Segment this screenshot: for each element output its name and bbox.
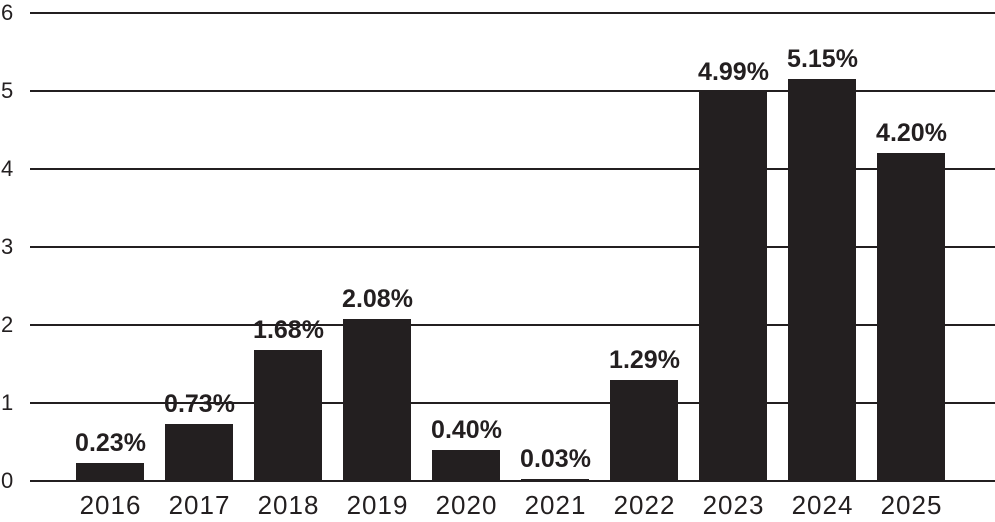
x-tick-label: 2016 <box>79 490 142 520</box>
bar-2025 <box>877 153 945 481</box>
gridline <box>30 12 995 14</box>
bar-slot: 4.20% 2025 <box>867 13 956 520</box>
bar-2019 <box>343 319 411 481</box>
gridline <box>30 324 995 326</box>
y-tick-label: 1 <box>1 390 14 415</box>
y-tick-label: 0 <box>1 468 14 493</box>
gridline <box>30 480 995 482</box>
plot-area: 0.23% 2016 0.73% 2017 1.68% 2018 2.08% 2019 0.40… <box>66 13 956 520</box>
x-tick-label: 2024 <box>791 490 854 520</box>
bar-2021 <box>521 479 589 481</box>
y-tick-label: 3 <box>1 234 14 259</box>
bar-value-label: 2.08% <box>342 285 413 313</box>
bar-2017 <box>165 424 233 481</box>
gridline <box>30 246 995 248</box>
bar-slot: 5.15% 2024 <box>778 13 867 520</box>
bar-value-label: 4.20% <box>876 119 947 147</box>
x-tick-label: 2023 <box>702 490 765 520</box>
bar-value-label: 1.68% <box>253 316 324 344</box>
bar-value-label: 5.15% <box>787 45 858 73</box>
bar-slot: 4.99% 2023 <box>689 13 778 520</box>
x-tick-label: 2018 <box>257 490 320 520</box>
bar-slot: 0.23% 2016 <box>66 13 155 520</box>
y-tick-label: 5 <box>1 78 14 103</box>
bar-value-label: 0.03% <box>520 445 591 473</box>
bar-slot: 1.29% 2022 <box>600 13 689 520</box>
bar-2022 <box>610 380 678 481</box>
bar-slot: 0.03% 2021 <box>511 13 600 520</box>
bar-slot: 0.40% 2020 <box>422 13 511 520</box>
gridline <box>30 168 995 170</box>
bar-value-label: 0.23% <box>75 429 146 457</box>
bar-value-label: 4.99% <box>698 58 769 86</box>
x-tick-label: 2025 <box>880 490 943 520</box>
y-tick-label: 6 <box>1 0 14 25</box>
x-tick-label: 2019 <box>346 490 409 520</box>
x-tick-label: 2022 <box>613 490 676 520</box>
x-tick-label: 2017 <box>168 490 231 520</box>
y-tick-label: 2 <box>1 312 14 337</box>
bar-2018 <box>254 350 322 481</box>
gridline <box>30 90 995 92</box>
y-tick-label: 4 <box>1 156 14 181</box>
bar-2020 <box>432 450 500 481</box>
bar-value-label: 0.40% <box>431 416 502 444</box>
bar-slot: 0.73% 2017 <box>155 13 244 520</box>
bar-2016 <box>76 463 144 481</box>
bar-slot: 1.68% 2018 <box>244 13 333 520</box>
bar-slot: 2.08% 2019 <box>333 13 422 520</box>
bar-value-label: 0.73% <box>164 390 235 418</box>
x-tick-label: 2021 <box>524 490 587 520</box>
bar-2023 <box>699 92 767 481</box>
gridline <box>30 402 995 404</box>
bar-2024 <box>788 79 856 481</box>
bar-value-label: 1.29% <box>609 346 680 374</box>
x-tick-label: 2020 <box>435 490 498 520</box>
